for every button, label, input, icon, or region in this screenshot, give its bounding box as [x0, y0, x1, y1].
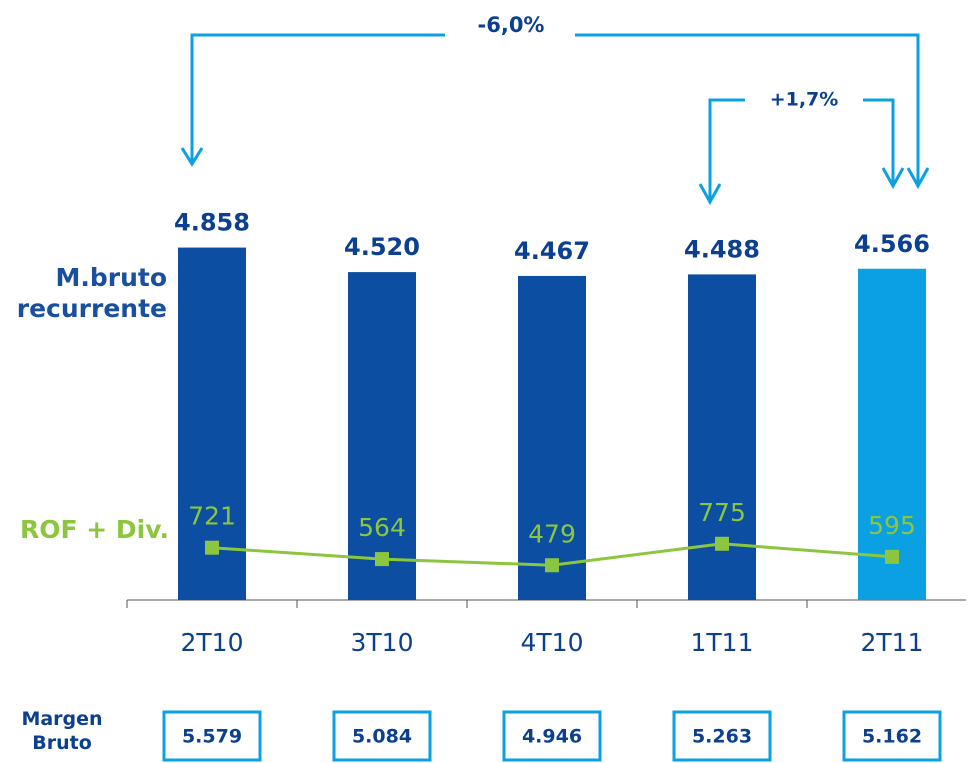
bar-series-label: M.bruto recurrente — [16, 263, 167, 324]
bar — [858, 268, 926, 600]
arrow — [180, 33, 445, 167]
total-box — [672, 710, 772, 762]
bar — [518, 275, 586, 600]
total-label: 5.263 — [692, 726, 752, 748]
total-label: 4.946 — [522, 726, 582, 748]
totals-label: Margen Bruto — [21, 708, 103, 754]
arrow — [863, 98, 905, 190]
x-tick-label: 1T11 — [691, 628, 754, 657]
total-box — [332, 710, 432, 762]
line-marker — [375, 552, 389, 567]
total-box — [502, 710, 602, 762]
line-value-label: 479 — [528, 519, 576, 548]
total-box — [162, 710, 262, 762]
arrow — [575, 33, 930, 190]
bar-value-label: 4.566 — [854, 230, 930, 258]
line-value-label: 564 — [358, 513, 406, 542]
bar-value-label: 4.858 — [174, 209, 250, 237]
line-marker — [715, 536, 729, 551]
x-tick-label: 2T11 — [861, 628, 924, 657]
arrow — [698, 98, 745, 206]
line-marker — [885, 549, 899, 564]
line-series-label: ROF + Div. — [20, 515, 170, 544]
line-value-label: 595 — [868, 511, 916, 540]
bar-value-label: 4.488 — [684, 235, 760, 263]
line-marker — [205, 540, 219, 555]
bar-value-label: 4.467 — [514, 237, 590, 265]
bar-value-label: 4.520 — [344, 233, 420, 261]
x-tick-label: 4T10 — [521, 628, 584, 657]
annotation: -6,0% — [478, 13, 545, 37]
total-box — [842, 710, 942, 762]
x-tick-label: 3T10 — [351, 628, 414, 657]
bar — [688, 274, 756, 600]
line-value-label: 775 — [698, 498, 746, 527]
total-label: 5.579 — [182, 726, 242, 748]
line-marker — [545, 558, 559, 573]
annotation: +1,7% — [770, 89, 839, 111]
total-label: 5.084 — [352, 726, 412, 748]
line-value-label: 721 — [188, 502, 236, 531]
bar — [348, 272, 416, 600]
x-tick-label: 2T10 — [181, 628, 244, 657]
total-label: 5.162 — [862, 726, 922, 748]
annotation-arrows — [180, 33, 930, 206]
